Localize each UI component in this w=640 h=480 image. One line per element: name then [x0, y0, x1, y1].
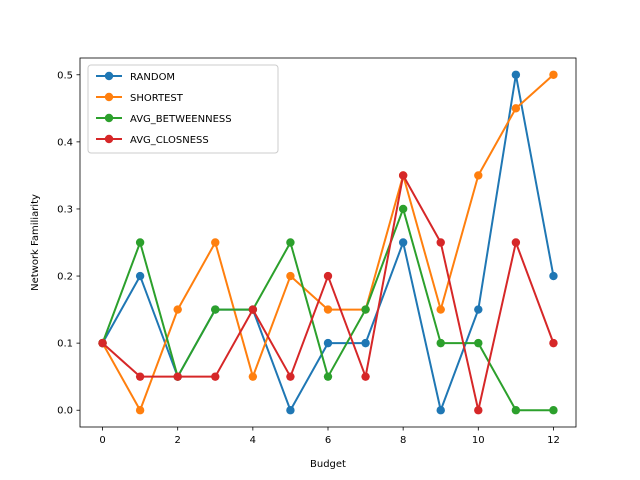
data-point	[549, 271, 558, 281]
series-avg-closness	[98, 171, 558, 415]
data-point	[361, 372, 370, 381]
data-point	[98, 338, 107, 348]
y-tick-label: 0.5	[57, 70, 73, 81]
legend: RANDOM SHORTEST AVG_BETWEENNESS AVG_CLOSNES…	[87, 64, 279, 154]
legend-item: SHORTEST	[96, 92, 184, 104]
x-axis-label: Budget	[310, 459, 346, 470]
data-point	[173, 372, 182, 381]
x-tick-label: 4	[250, 435, 256, 446]
data-point	[323, 271, 333, 281]
data-point	[361, 338, 370, 348]
data-point	[436, 238, 445, 247]
legend-label: AVG_BETWEENNESS	[130, 114, 232, 125]
series-layer	[98, 70, 558, 415]
data-point	[511, 70, 521, 79]
legend-item: AVG_CLOSNESS	[96, 134, 209, 146]
data-point	[436, 338, 445, 348]
legend-marker	[104, 71, 114, 81]
data-point	[286, 406, 295, 415]
data-point	[323, 372, 333, 381]
legend-label: AVG_CLOSNESS	[130, 135, 209, 146]
x-tick-label: 6	[325, 435, 331, 446]
legend-marker	[104, 113, 114, 123]
data-point	[549, 70, 558, 79]
x-axis: 0 2 4 6 8 10 12	[99, 427, 560, 446]
data-point	[398, 171, 408, 180]
x-tick-label: 0	[99, 435, 105, 446]
data-point	[436, 305, 445, 314]
data-point	[211, 372, 220, 381]
data-point	[549, 406, 558, 415]
data-point	[398, 238, 408, 247]
x-tick-label: 2	[175, 435, 181, 446]
y-axis-label: Network Familiarity	[30, 194, 41, 291]
data-point	[135, 372, 145, 381]
data-point	[286, 271, 295, 281]
legend-marker	[104, 92, 114, 102]
y-tick-label: 0.3	[57, 204, 73, 215]
y-axis: 0.0 0.1 0.2 0.3 0.4 0.5	[57, 70, 80, 417]
x-tick-label: 12	[547, 435, 560, 446]
data-point	[248, 372, 258, 381]
legend-label: RANDOM	[130, 72, 175, 83]
data-point	[511, 406, 521, 415]
y-tick-label: 0.0	[57, 406, 73, 417]
legend-item: AVG_BETWEENNESS	[96, 113, 232, 125]
data-point	[549, 338, 558, 348]
data-point	[135, 406, 145, 415]
y-tick-label: 0.2	[57, 272, 73, 283]
legend-marker	[104, 134, 114, 144]
data-point	[286, 372, 295, 381]
legend-box	[87, 64, 279, 154]
data-point	[135, 271, 145, 281]
data-point	[511, 104, 521, 113]
data-point	[511, 238, 521, 247]
data-point	[323, 305, 333, 314]
x-tick-label: 10	[472, 435, 485, 446]
data-point	[474, 171, 483, 180]
data-point	[248, 305, 258, 314]
data-point	[173, 305, 182, 314]
legend-item: RANDOM	[96, 71, 175, 83]
legend-label: SHORTEST	[130, 93, 184, 104]
data-point	[211, 238, 220, 247]
data-point	[398, 204, 408, 214]
y-tick-label: 0.1	[57, 339, 73, 350]
data-point	[474, 338, 483, 348]
data-point	[474, 406, 483, 415]
data-point	[323, 338, 333, 348]
data-point	[286, 238, 295, 247]
data-point	[436, 406, 445, 415]
data-point	[135, 238, 145, 247]
data-point	[474, 305, 483, 314]
y-tick-label: 0.4	[57, 137, 73, 148]
data-point	[211, 305, 220, 314]
x-tick-label: 8	[400, 435, 406, 446]
data-point	[361, 305, 370, 314]
